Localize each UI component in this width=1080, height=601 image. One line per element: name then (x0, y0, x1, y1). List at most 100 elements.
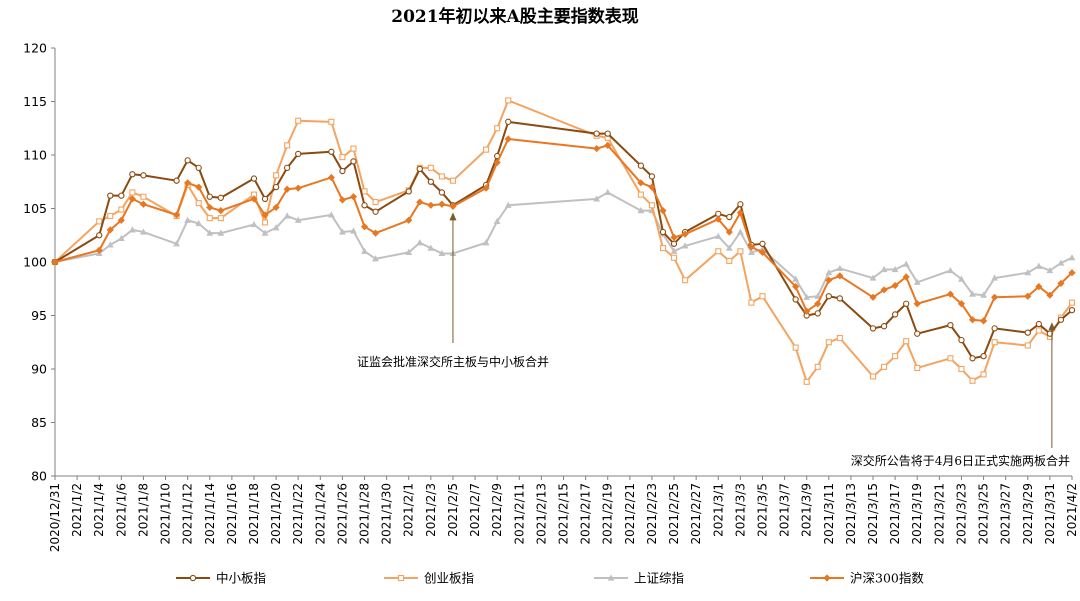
data-point (206, 203, 214, 212)
data-point (803, 307, 811, 315)
data-point (759, 245, 766, 252)
data-point (96, 218, 103, 225)
data-point (195, 164, 202, 171)
data-point (361, 247, 368, 254)
x-tick-label: 2021/1/18 (247, 483, 261, 545)
x-tick-label: 2021/3/7 (778, 483, 792, 537)
chart-title: 2021年初以来A股主要指数表现 (391, 6, 639, 27)
x-tick-label: 2021/3/27 (999, 483, 1013, 545)
data-point (891, 281, 899, 290)
data-point (593, 144, 601, 153)
data-point (427, 244, 435, 251)
data-point (1068, 269, 1076, 277)
data-point (1068, 306, 1076, 314)
data-point (880, 286, 888, 294)
data-point (991, 293, 999, 301)
data-point (637, 207, 645, 214)
x-tick-label: 2021/3/11 (822, 483, 836, 545)
data-point (958, 336, 965, 344)
y-tick-label: 120 (23, 41, 47, 56)
data-point (759, 293, 766, 300)
data-point (593, 130, 600, 137)
data-point (737, 201, 744, 208)
data-point (405, 248, 413, 255)
data-point (1024, 329, 1031, 336)
data-point (106, 226, 114, 234)
x-tick-label: 2021/2/21 (623, 483, 637, 545)
x-tick-label: 2021/1/8 (136, 483, 150, 537)
series-line (54, 99, 1073, 383)
x-tick-label: 2021/2/27 (689, 483, 703, 545)
y-tick-label: 100 (23, 255, 47, 270)
data-point (261, 219, 269, 226)
data-point (792, 275, 800, 282)
series-diamond (51, 135, 1076, 325)
data-point (969, 355, 976, 362)
data-point (1046, 266, 1054, 274)
data-point (295, 150, 302, 158)
data-point (1068, 254, 1076, 261)
data-point (891, 311, 899, 318)
data-point (349, 193, 358, 201)
data-point (129, 171, 136, 178)
series-circle (51, 118, 1076, 362)
data-point (880, 323, 888, 330)
x-tick-label: 2021/2/13 (534, 483, 548, 545)
data-point (195, 200, 202, 207)
data-point (416, 198, 424, 206)
data-point (637, 162, 645, 169)
data-point (968, 316, 977, 324)
data-point (295, 117, 302, 124)
legend-marker (607, 574, 615, 581)
data-point (128, 226, 136, 233)
data-point (903, 300, 910, 307)
data-point (327, 173, 335, 182)
x-tick-label: 2021/1/4 (92, 483, 106, 537)
legend: 中小板指 创业板指 上证综指 沪深300指数 (176, 571, 924, 586)
data-point (681, 242, 689, 249)
legend-item: 创业板指 (384, 571, 474, 586)
data-point (1024, 269, 1032, 276)
data-point (1035, 327, 1042, 334)
data-point (140, 172, 147, 179)
data-point (117, 216, 125, 224)
data-point (659, 245, 667, 252)
data-point (184, 157, 191, 164)
x-tick-label: 2021/1/14 (203, 483, 217, 545)
data-point (958, 365, 965, 373)
data-point (648, 173, 656, 180)
data-point (261, 211, 269, 219)
data-point (339, 154, 346, 161)
data-point (416, 165, 423, 173)
data-point (327, 211, 335, 218)
data-point (504, 135, 512, 143)
data-point (128, 195, 136, 203)
x-tick-label: 2021/3/19 (910, 483, 924, 545)
data-point (195, 219, 203, 227)
data-point (1057, 316, 1065, 323)
legend-label: 中小板指 (216, 571, 266, 586)
data-point (339, 228, 346, 235)
data-point (140, 193, 147, 200)
y-tick-label: 85 (31, 415, 47, 430)
y-tick-label: 115 (23, 94, 47, 109)
data-point (405, 216, 413, 224)
x-tick-label: 2021/1/12 (181, 483, 195, 545)
x-tick-label: 2021/1/2 (70, 483, 84, 537)
data-point (825, 276, 833, 284)
data-point (736, 228, 744, 235)
data-point (1035, 320, 1042, 328)
x-tick-label: 2021/3/21 (932, 483, 946, 545)
data-point (892, 353, 899, 360)
legend-label: 创业板指 (424, 571, 474, 586)
data-point (648, 183, 656, 191)
data-point (682, 277, 689, 284)
data-point (604, 130, 611, 137)
data-point (814, 292, 822, 299)
data-point (283, 164, 291, 171)
data-point (604, 188, 612, 196)
data-point (184, 179, 192, 187)
data-point (1024, 292, 1032, 300)
data-point (261, 229, 269, 236)
data-point (129, 189, 136, 196)
